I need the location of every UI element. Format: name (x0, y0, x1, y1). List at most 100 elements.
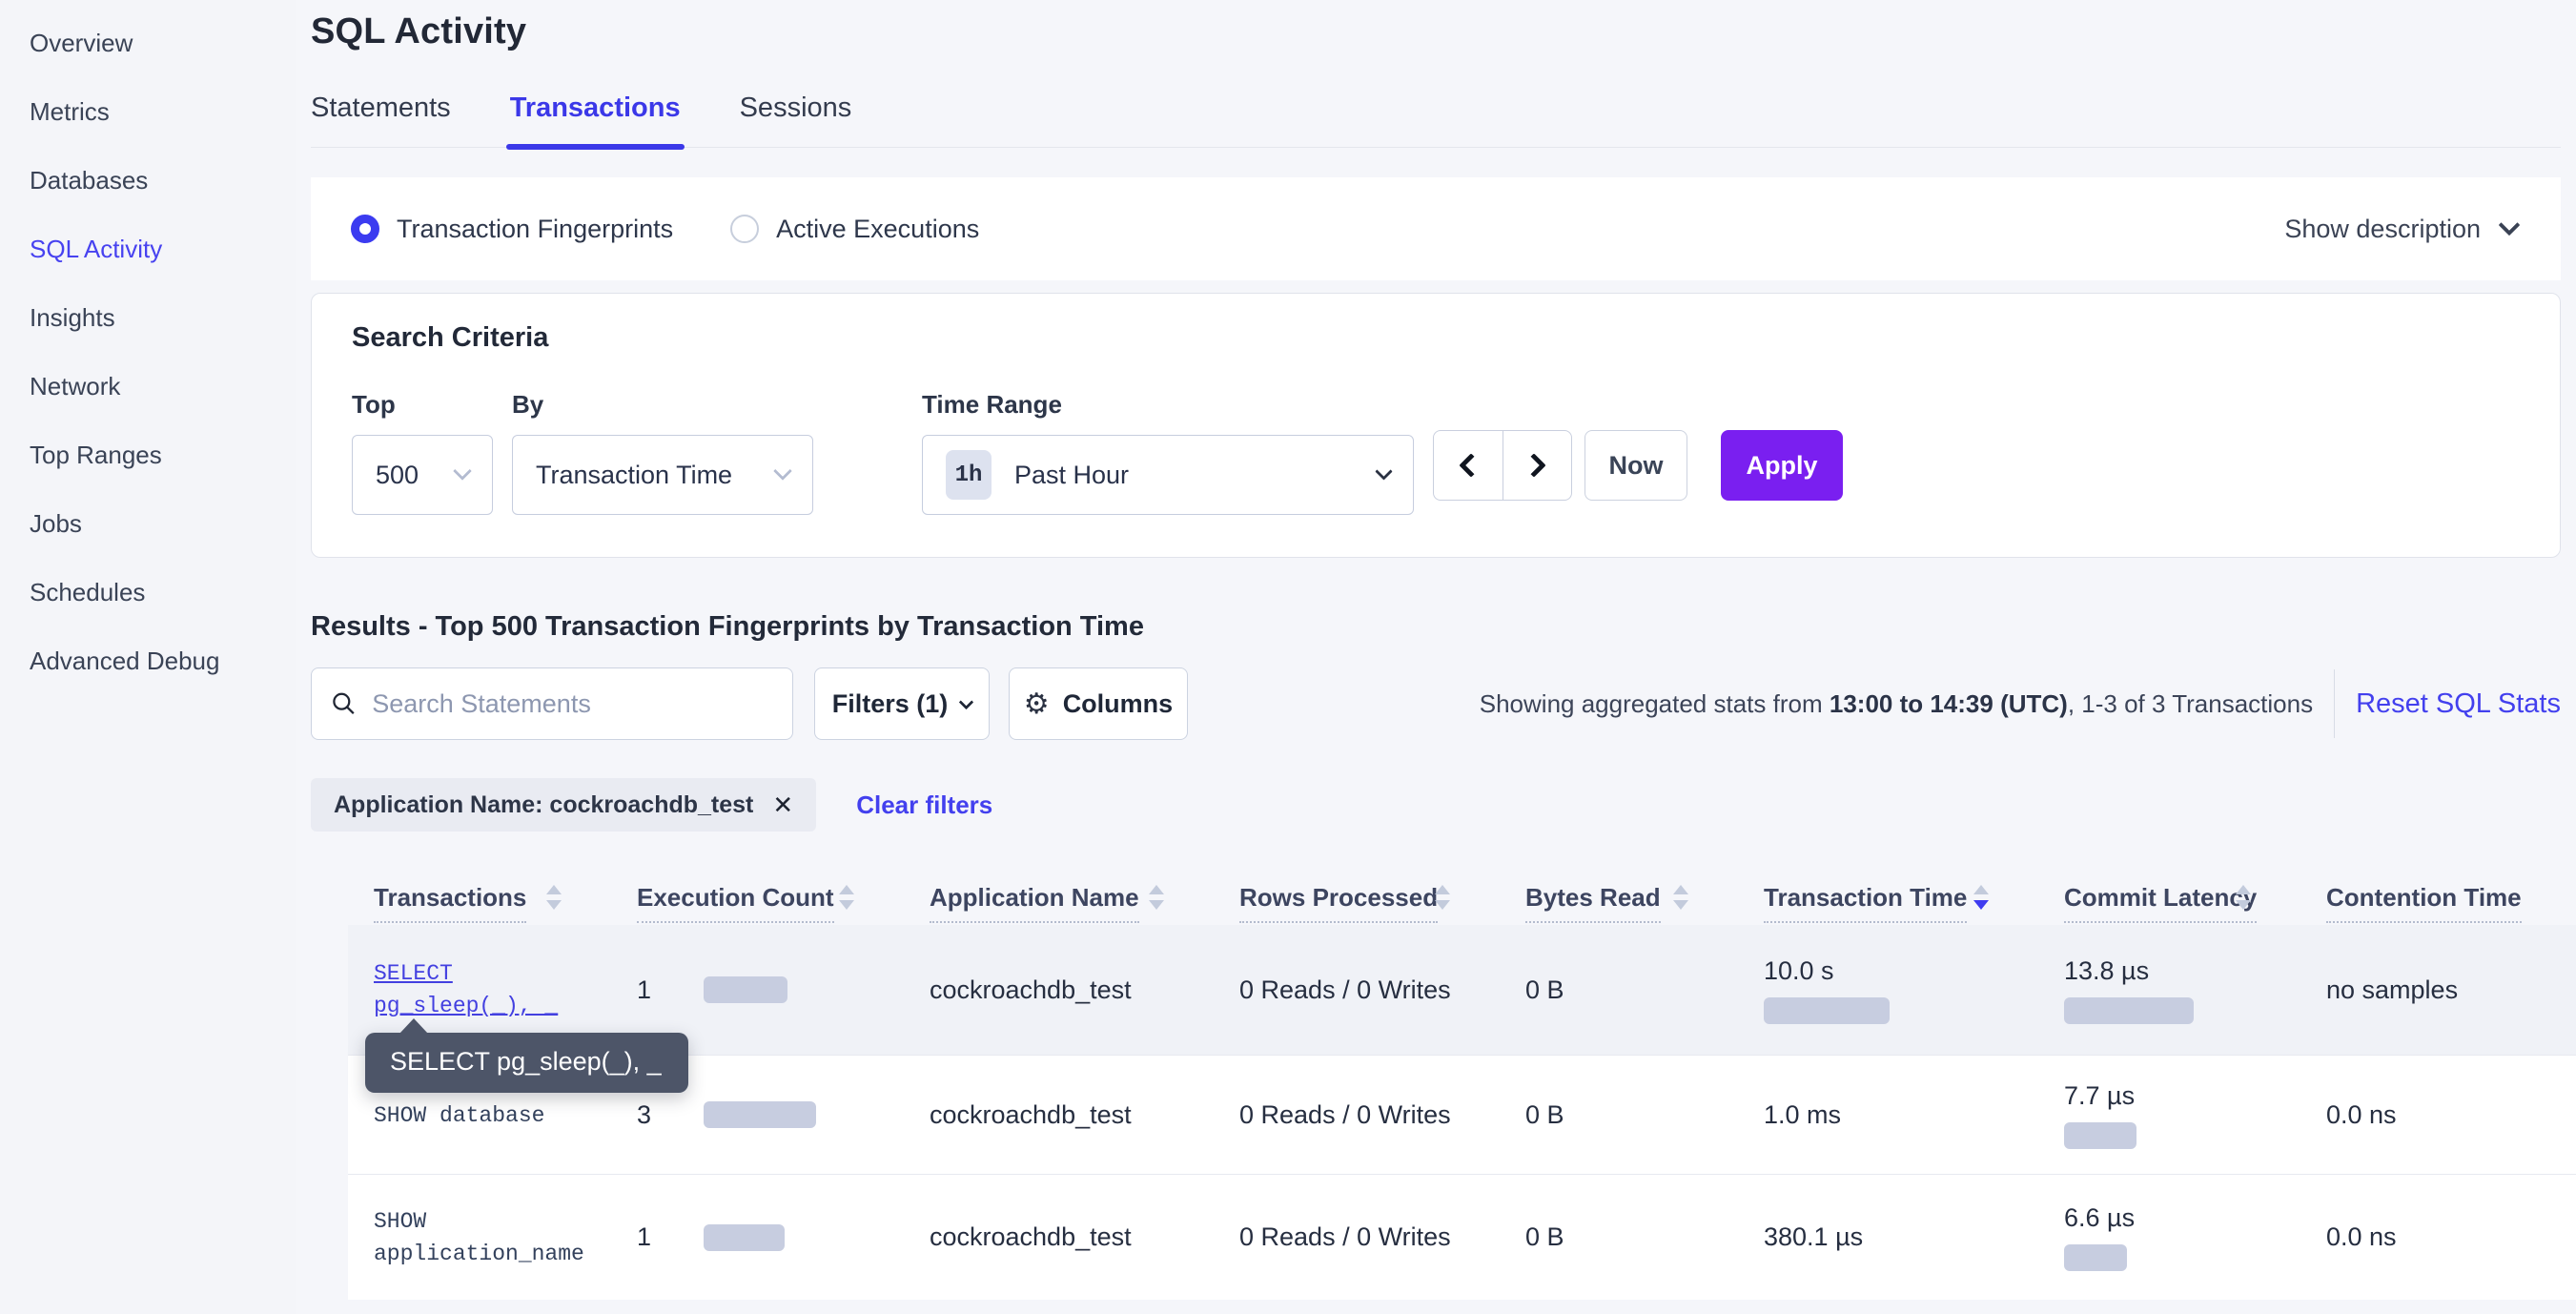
column-header-label[interactable]: Application Name (930, 883, 1139, 923)
sidebar-item-overview[interactable]: Overview (30, 29, 133, 57)
column-header-label[interactable]: Execution Count (637, 883, 834, 923)
time-range-value: Past Hour (1014, 460, 1130, 489)
search-input[interactable] (372, 688, 773, 719)
close-icon[interactable]: ✕ (772, 790, 794, 819)
column-header-label[interactable]: Commit Latency (2064, 883, 2258, 923)
transaction-time-bar (1764, 996, 1890, 1024)
execution-count-cell: 1 (611, 975, 904, 1005)
filters-button[interactable]: Filters (1) (814, 667, 990, 740)
view-toggle-bar: Transaction Fingerprints Active Executio… (311, 177, 2561, 280)
transaction-fingerprint-link[interactable]: SELECT pg_sleep(_), _ (374, 961, 559, 1018)
filter-chip-row: Application Name: cockroachdb_test ✕ Cle… (311, 778, 2561, 832)
radio-button-icon (351, 215, 379, 243)
column-header-label[interactable]: Transaction Time (1764, 883, 1968, 923)
results-toolbar: Filters (1) ⚙ Columns Showing aggregated… (311, 667, 2561, 740)
transaction-time-cell: 1.0 ms (1738, 1100, 2038, 1130)
filter-chip-label: Application Name: cockroachdb_test (334, 790, 754, 818)
sidebar-nav: Overview Metrics Databases SQL Activity … (0, 9, 296, 695)
execution-count-bar (704, 976, 787, 1003)
time-pager (1433, 430, 1572, 501)
sidebar-item-top-ranges[interactable]: Top Ranges (30, 441, 162, 469)
sidebar-item-network[interactable]: Network (30, 372, 121, 400)
column-header-commit-latency: Commit Latency (2038, 883, 2300, 925)
commit-latency-bar (2064, 996, 2194, 1024)
sort-icon[interactable] (2236, 885, 2251, 910)
by-select-value: Transaction Time (536, 460, 733, 489)
contention-time-cell: 0.0 ns (2326, 1222, 2397, 1251)
sidebar-item-sql-activity[interactable]: SQL Activity (30, 235, 163, 263)
by-field: By Transaction Time (512, 390, 813, 515)
execution-count-bar (704, 1101, 816, 1128)
radio-label: Active Executions (776, 214, 980, 243)
transaction-fingerprint-link[interactable]: SHOW database (374, 1102, 545, 1128)
transaction-cell: SHOW database (348, 1098, 611, 1132)
search-icon (333, 692, 355, 715)
table-header-row: Transactions Execution Count Application… (348, 858, 2576, 925)
sort-icon[interactable] (1973, 885, 1989, 910)
sort-icon[interactable] (1435, 885, 1450, 910)
column-header-label[interactable]: Transactions (374, 883, 527, 923)
time-range-label: Time Range (922, 390, 1062, 419)
application-name-cell: cockroachdb_test (930, 975, 1132, 1004)
by-label: By (512, 390, 544, 419)
column-header-rows-processed: Rows Processed (1214, 883, 1500, 925)
contention-time-cell: 0.0 ns (2326, 1099, 2397, 1129)
gear-icon: ⚙ (1023, 687, 1050, 721)
tab-transactions[interactable]: Transactions (505, 92, 685, 150)
radio-active-executions[interactable]: Active Executions (730, 215, 979, 244)
show-description-label: Show description (2284, 214, 2481, 243)
transaction-cell: SHOW application_name (348, 1205, 611, 1270)
sidebar-item-schedules[interactable]: Schedules (30, 578, 146, 606)
column-header-transaction-time: Transaction Time (1738, 883, 2038, 925)
chevron-down-icon (453, 462, 472, 481)
sidebar-item-databases[interactable]: Databases (30, 166, 149, 195)
top-select[interactable]: 500 (352, 435, 493, 515)
by-select[interactable]: Transaction Time (512, 435, 813, 515)
search-box (311, 667, 793, 740)
columns-button[interactable]: ⚙ Columns (1009, 667, 1188, 740)
top-label: Top (352, 390, 396, 419)
time-buttons: Now Apply (1414, 430, 1843, 501)
transaction-time-value: 10.0 s (1764, 955, 1834, 985)
transaction-time-value: 380.1 µs (1764, 1222, 1864, 1251)
time-range-select[interactable]: 1h Past Hour (922, 435, 1414, 515)
rows-processed-cell: 0 Reads / 0 Writes (1239, 1099, 1451, 1129)
commit-latency-value: 6.6 µs (2064, 1203, 2136, 1232)
show-description-toggle[interactable]: Show description (2284, 214, 2521, 244)
execution-count-value: 1 (637, 975, 652, 1004)
clear-filters-link[interactable]: Clear filters (856, 790, 993, 819)
execution-count-bar (704, 1223, 785, 1251)
top-field: Top 500 (352, 390, 493, 515)
chevron-down-icon (1375, 462, 1393, 481)
sidebar-item-jobs[interactable]: Jobs (30, 509, 82, 538)
radio-button-icon (730, 215, 760, 243)
sort-icon[interactable] (1149, 885, 1164, 910)
column-header-label[interactable]: Rows Processed (1239, 883, 1439, 923)
next-time-button[interactable] (1502, 431, 1572, 500)
reset-sql-stats-link[interactable]: Reset SQL Stats (2356, 688, 2561, 719)
chevron-down-icon (2498, 214, 2521, 236)
column-header-label[interactable]: Bytes Read (1525, 883, 1661, 923)
sidebar-item-metrics[interactable]: Metrics (30, 97, 110, 126)
sort-icon[interactable] (839, 885, 854, 910)
execution-count-value: 1 (637, 1222, 652, 1251)
execution-count-cell: 1 (611, 1222, 904, 1252)
column-header-label[interactable]: Contention Time (2326, 883, 2522, 923)
column-header-transactions: Transactions (348, 883, 611, 925)
previous-time-button[interactable] (1434, 431, 1503, 500)
transaction-cell: SELECT pg_sleep(_), _ (348, 957, 611, 1022)
application-name-cell: cockroachdb_test (930, 1222, 1132, 1251)
tab-sessions[interactable]: Sessions (739, 92, 852, 123)
apply-button[interactable]: Apply (1721, 430, 1843, 501)
table-row: SHOW application_name 1 cockroachdb_test… (348, 1175, 2576, 1300)
execution-count-value: 3 (637, 1099, 652, 1129)
tab-statements[interactable]: Statements (311, 92, 451, 123)
rows-processed-cell: 0 Reads / 0 Writes (1239, 975, 1451, 1004)
transaction-fingerprint-link[interactable]: SHOW application_name (374, 1208, 584, 1266)
sort-icon[interactable] (1673, 885, 1688, 910)
radio-transaction-fingerprints[interactable]: Transaction Fingerprints (351, 215, 673, 244)
now-button[interactable]: Now (1584, 430, 1687, 501)
sidebar-item-insights[interactable]: Insights (30, 303, 115, 332)
sort-icon[interactable] (546, 885, 562, 910)
sidebar-item-advanced-debug[interactable]: Advanced Debug (30, 647, 220, 675)
